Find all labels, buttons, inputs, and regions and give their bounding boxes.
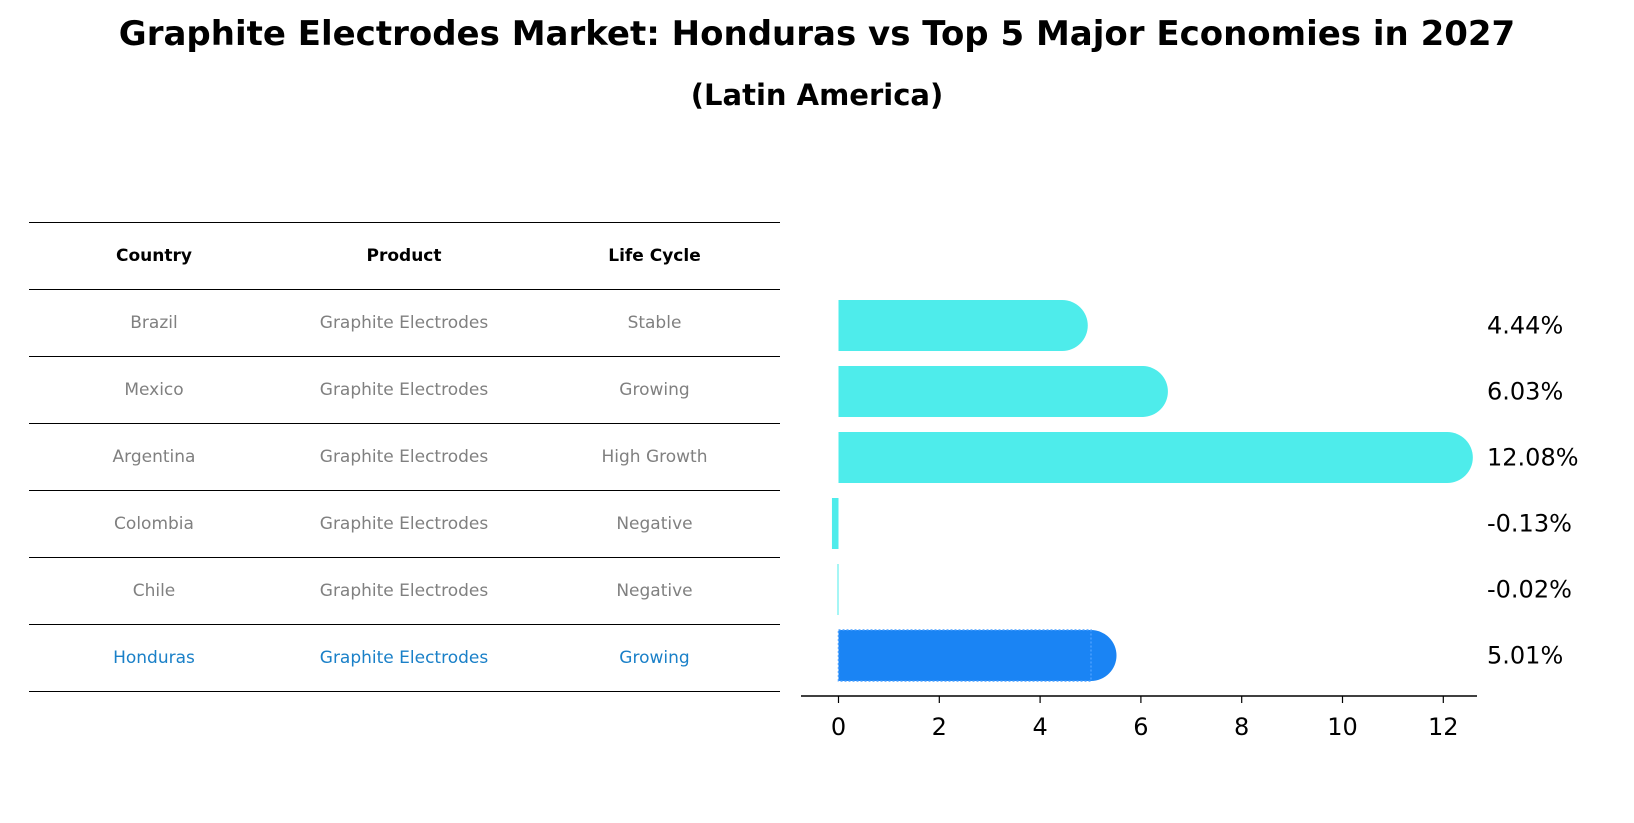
country-cell: Colombia	[114, 514, 194, 534]
chart-title: Graphite Electrodes Market: Honduras vs …	[118, 14, 1516, 54]
value-label: 6.03%	[1487, 378, 1563, 406]
life-cycle-cell: Growing	[619, 380, 690, 400]
x-tick-label: 0	[831, 713, 846, 741]
table-row: Brazil Graphite Electrodes Stable	[29, 289, 780, 356]
life-cycle-cell: Negative	[616, 581, 693, 601]
bar	[838, 432, 1448, 483]
bar	[838, 630, 1092, 681]
bar	[838, 300, 1063, 351]
x-tick-label: 6	[1133, 713, 1148, 741]
bar	[838, 366, 1143, 417]
country-cell: Brazil	[130, 313, 178, 333]
column-header-life-cycle: Life Cycle	[608, 246, 701, 266]
value-label: -0.02%	[1487, 576, 1572, 604]
x-tick-label: 12	[1428, 713, 1459, 741]
x-tick-label: 8	[1234, 713, 1249, 741]
table-row: Colombia Graphite Electrodes Negative	[29, 490, 780, 557]
country-cell: Mexico	[124, 380, 184, 400]
product-cell: Graphite Electrodes	[319, 514, 489, 534]
x-tick-label: 2	[932, 713, 947, 741]
product-cell: Graphite Electrodes	[319, 380, 489, 400]
bar-cap	[1065, 630, 1117, 681]
country-cell: Chile	[132, 581, 176, 601]
product-cell: Graphite Electrodes	[319, 447, 489, 467]
bar-outline	[837, 629, 1092, 682]
bar-cap	[1116, 366, 1168, 417]
bar-cap	[1036, 300, 1088, 351]
table-row-highlighted: Honduras Graphite Electrodes Growing	[29, 624, 780, 692]
value-label: 12.08%	[1487, 444, 1579, 472]
table-row: Mexico Graphite Electrodes Growing	[29, 356, 780, 423]
country-cell: Argentina	[112, 447, 196, 467]
value-label: 5.01%	[1487, 642, 1563, 670]
comparison-table: Country Product Life Cycle Brazil Graphi…	[29, 222, 780, 692]
life-cycle-cell: Stable	[627, 313, 682, 333]
x-tick-label: 10	[1327, 713, 1358, 741]
x-tick-label: 4	[1032, 713, 1047, 741]
life-cycle-cell: Growing	[619, 648, 690, 668]
value-label: 4.44%	[1487, 312, 1563, 340]
life-cycle-cell: High Growth	[601, 447, 708, 467]
column-header-country: Country	[116, 246, 192, 266]
country-cell: Honduras	[113, 648, 195, 668]
column-header-product: Product	[366, 246, 442, 266]
bar-cap	[1421, 432, 1473, 483]
table-header-row: Country Product Life Cycle	[29, 222, 780, 289]
bar	[831, 498, 839, 549]
life-cycle-cell: Negative	[616, 514, 693, 534]
bar	[837, 564, 839, 615]
product-cell: Graphite Electrodes	[319, 581, 489, 601]
product-cell: Graphite Electrodes	[319, 313, 489, 333]
table-row: Chile Graphite Electrodes Negative	[29, 557, 780, 624]
chart-subtitle: (Latin America)	[690, 78, 944, 112]
value-label: -0.13%	[1487, 510, 1572, 538]
product-cell: Graphite Electrodes	[319, 648, 489, 668]
table-row: Argentina Graphite Electrodes High Growt…	[29, 423, 780, 490]
